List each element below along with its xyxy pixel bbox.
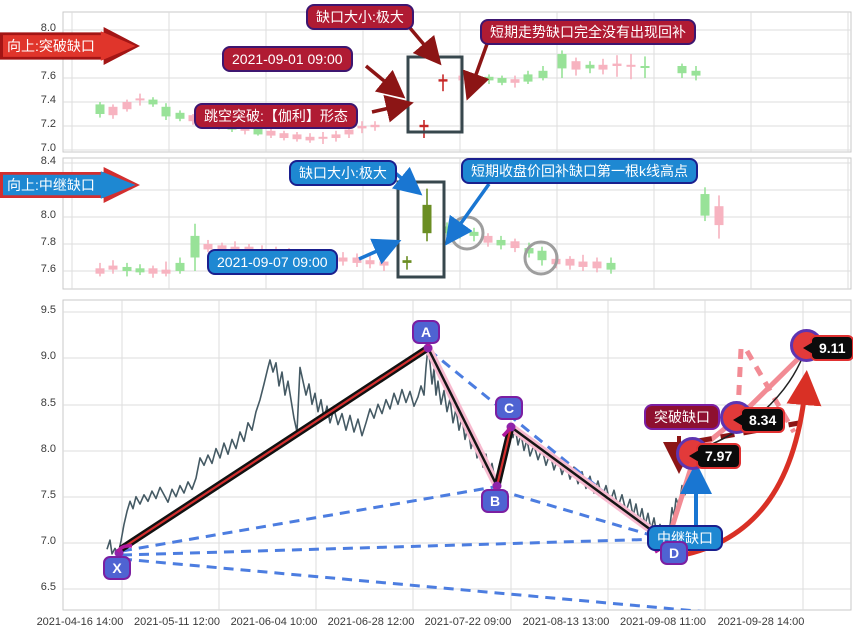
trend-cd: [510, 425, 667, 543]
projection-dashed-lines: [121, 348, 702, 610]
x-tick-label: 2021-04-16 14:00: [36, 616, 124, 628]
x-tick-label: 2021-06-28 12:00: [327, 616, 415, 628]
x-tick-label: 2021-07-22 09:00: [424, 616, 512, 628]
y-tick-label: 9.0: [40, 350, 56, 362]
trend-bc-core: [495, 426, 513, 487]
y-tick-label: 7.0: [40, 535, 56, 547]
value-tag-911-text: 9.11: [819, 340, 846, 356]
y-tick-label: 7.8: [40, 236, 56, 248]
breakout-banner-label: 向上:突破缺口: [7, 38, 95, 54]
tag-notch-icon: [733, 414, 743, 426]
arrow-datetime-2: [358, 238, 402, 265]
swing-chip-c: C: [495, 396, 523, 420]
y-tick-label: 7.4: [40, 94, 56, 106]
arrow-gap-size-2: [391, 166, 423, 196]
breakout-gap-label: 突破缺口: [644, 404, 720, 430]
arrow-datetime-1: [364, 64, 406, 99]
breakout-banner: 向上:突破缺口: [0, 27, 140, 65]
annotation-datetime-2: 2021-09-07 09:00: [207, 249, 338, 275]
tag-notch-icon: [689, 450, 699, 462]
continuation-banner: 向上:中继缺口: [0, 167, 140, 203]
swing-chip-a: A: [412, 320, 440, 344]
swing-chip-x: X: [103, 556, 131, 580]
trend-xa-core: [120, 347, 429, 550]
y-tick-label: 6.5: [40, 581, 56, 593]
x-tick-label: 2021-09-28 14:00: [717, 616, 805, 628]
y-tick-label: 7.5: [40, 489, 56, 501]
y-tick-label: 7.6: [40, 70, 56, 82]
x-tick-label: 2021-05-11 12:00: [133, 616, 221, 628]
y-tick-label: 8.0: [40, 22, 56, 34]
y-tick-label: 7.6: [40, 263, 56, 275]
y-tick-label: 9.5: [40, 304, 56, 316]
arrow-pattern: [371, 95, 414, 123]
pink-projection-line: [664, 349, 808, 544]
annotation-note-2: 短期收盘价回补缺口第一根k线高点: [461, 158, 698, 184]
tag-notch-icon: [803, 342, 813, 354]
arrow-note-2: [444, 182, 491, 246]
arrow-note-1: [462, 43, 490, 101]
pink-dashed-diagonal: [744, 349, 797, 434]
x-tick-label: 2021-06-04 10:00: [230, 616, 318, 628]
y-tick-label: 8.5: [40, 397, 56, 409]
annotation-gap-size-1: 缺口大小:极大: [306, 4, 414, 30]
x-tick-label: 2021-09-08 11:00: [619, 616, 707, 628]
grid-lines: [62, 11, 852, 611]
x-tick-label: 2021-08-13 13:00: [522, 616, 610, 628]
swing-chip-b: B: [481, 489, 509, 513]
highlight-circle-2: [523, 240, 559, 276]
arrow-gap-size-1: [408, 26, 442, 66]
continuation-banner-label: 向上:中继缺口: [7, 177, 95, 193]
annotation-note-1: 短期走势缺口完全没有出现回补: [480, 19, 696, 45]
swing-chip-d: D: [660, 541, 688, 565]
value-tag-797: 7.97: [689, 443, 742, 469]
value-tag-911: 9.11: [803, 335, 853, 361]
annotation-datetime-1: 2021-09-01 09:00: [222, 46, 353, 72]
y-tick-label: 8.0: [40, 443, 56, 455]
value-tag-797-text: 7.97: [705, 448, 733, 464]
value-tag-834-text: 8.34: [749, 412, 777, 428]
value-tag-834: 8.34: [733, 407, 786, 433]
y-tick-label: 7.0: [40, 142, 56, 154]
trend-ab: [426, 347, 499, 487]
annotation-pattern: 跳空突破:【伽利】形态: [194, 103, 358, 129]
y-tick-label: 8.4: [40, 155, 56, 167]
y-tick-label: 7.2: [40, 118, 56, 130]
y-tick-label: 8.0: [40, 209, 56, 221]
annotation-gap-size-2: 缺口大小:极大: [289, 160, 397, 186]
